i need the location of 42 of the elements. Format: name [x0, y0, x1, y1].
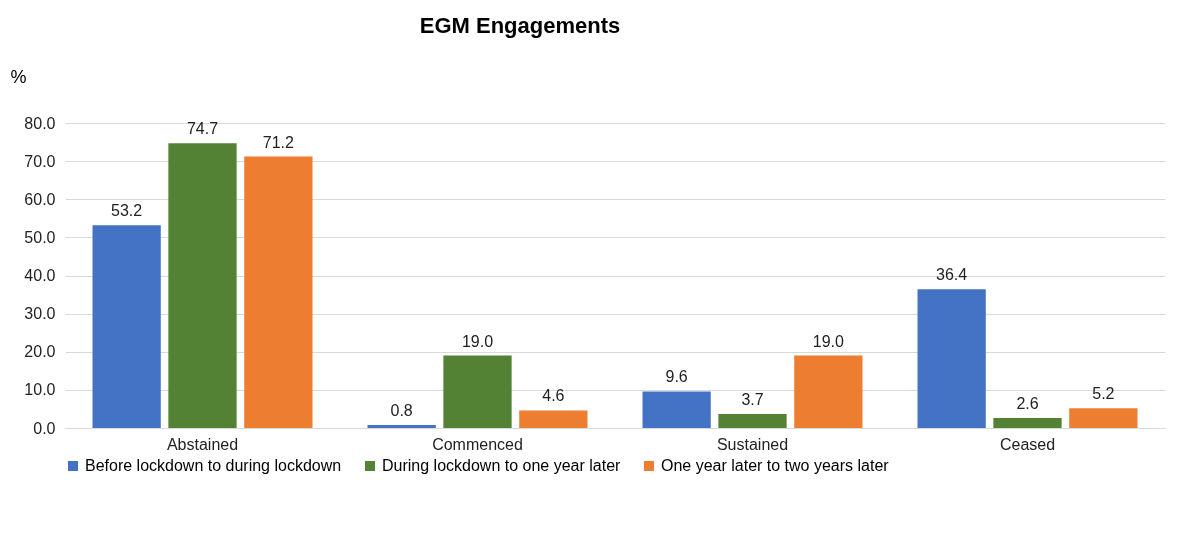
bar — [642, 391, 711, 428]
y-tick-label: 40.0 — [24, 267, 56, 284]
bar — [794, 355, 863, 428]
y-tick-label: 60.0 — [24, 190, 56, 208]
legend-label: One year later to two years later — [661, 457, 890, 474]
data-label: 71.2 — [262, 133, 295, 151]
data-label: 19.0 — [461, 332, 494, 350]
x-tick-label: Commenced — [432, 435, 523, 453]
bar — [367, 424, 436, 428]
data-label: 4.6 — [542, 387, 565, 405]
data-label: 74.7 — [186, 120, 219, 138]
y-tick-label: 80.0 — [24, 114, 56, 132]
data-label: 19.0 — [812, 332, 845, 350]
x-tick-label: Sustained — [716, 435, 789, 453]
bar — [92, 225, 161, 428]
data-label: 9.6 — [665, 368, 688, 386]
data-label: 36.4 — [936, 266, 968, 284]
y-tick-label: 70.0 — [24, 152, 56, 170]
bar — [244, 156, 313, 428]
y-tick-label: 50.0 — [24, 228, 56, 246]
bar — [718, 413, 787, 428]
y-axis-title: % — [10, 66, 27, 87]
chart-title: EGM Engagements — [419, 13, 621, 38]
data-label: 53.2 — [111, 202, 143, 220]
data-label: 3.7 — [741, 390, 764, 408]
legend-label: Before lockdown to during lockdown — [85, 457, 342, 474]
bar — [443, 355, 512, 428]
bar — [917, 289, 986, 428]
y-tick-label: 30.0 — [24, 305, 56, 323]
bar — [168, 143, 237, 428]
data-label: 2.6 — [1016, 395, 1039, 413]
y-tick-label: 0.0 — [33, 419, 56, 437]
y-tick-label: 20.0 — [24, 343, 56, 361]
data-label: 0.8 — [390, 401, 413, 419]
bar — [1069, 408, 1138, 428]
bar — [519, 410, 588, 428]
bar — [993, 418, 1062, 428]
legend-label: During lockdown to one year later — [382, 457, 622, 474]
y-tick-label: 10.0 — [24, 381, 56, 399]
x-tick-label: Abstained — [166, 435, 239, 453]
data-label: 5.2 — [1092, 385, 1115, 403]
x-tick-label: Ceased — [999, 435, 1056, 453]
